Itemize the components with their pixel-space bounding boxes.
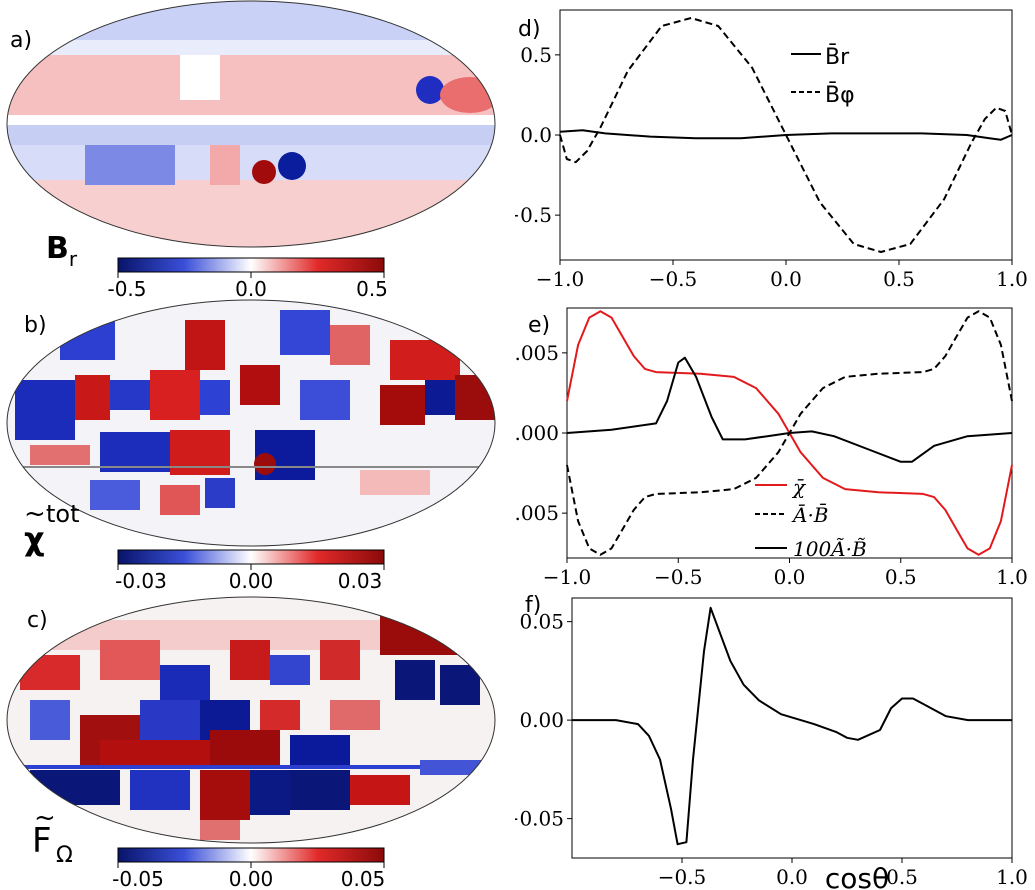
legend-e-chi-label: χ̄ xyxy=(791,475,807,499)
map-c-field xyxy=(7,597,495,843)
colorbar-a xyxy=(117,257,385,273)
x-tick-label: −0.5 xyxy=(649,267,698,291)
colorbar-b xyxy=(117,549,385,565)
x-tick-label: −0.5 xyxy=(654,565,703,589)
panel-label-d: d) xyxy=(518,17,541,42)
x-tick-label: 0.5 xyxy=(883,267,915,291)
panel-label-a: a) xyxy=(10,28,32,53)
x-tick-label: 1.0 xyxy=(996,565,1028,589)
y-tick-label: −0.05 xyxy=(515,807,564,831)
colorbar-c-tick: -0.05 xyxy=(112,867,164,890)
svg-text:χ: χ xyxy=(24,520,45,558)
map-a-variable-name: Br xyxy=(46,231,78,271)
plot-e-x-axis: −1.0 −0.5 0.0 0.5 1.0 xyxy=(543,558,1028,589)
svg-text:tot: tot xyxy=(46,500,80,528)
plot-f-x-axis: −0.5 0.0 0.5 1.0 xyxy=(658,858,1028,889)
svg-text:Ω: Ω xyxy=(56,843,73,868)
colorbar-c-ticks: -0.05 0.00 0.05 xyxy=(112,862,385,890)
tilde-mark: ~ xyxy=(24,499,46,529)
legend-d-br-label: B̄r xyxy=(825,44,850,70)
map-c-variable-name: ~ F Ω xyxy=(32,803,73,868)
y-tick-label: −0.005 xyxy=(515,501,559,525)
y-tick-label: 0.5 xyxy=(520,43,552,67)
plot-d-series xyxy=(559,17,1013,253)
plot-f-frame xyxy=(571,597,1013,859)
y-tick-label: 0.05 xyxy=(519,610,564,634)
x-tick-label: 0.0 xyxy=(774,565,806,589)
x-tick-label: 1.0 xyxy=(996,267,1028,291)
y-tick-label: 0.00 xyxy=(519,708,564,732)
map-b-field xyxy=(7,300,495,546)
colorbar-a-tick: 0.0 xyxy=(235,277,267,301)
map-a: a) Br -0.5 0.0 0.5 xyxy=(6,0,496,301)
x-tick-label: 1.0 xyxy=(996,865,1028,889)
plot-e: e) 0.005 0.000 −0.005 −1.0 −0.5 0.0 0.5 1.0 χ̄… xyxy=(515,307,1028,589)
colorbar-c-tick: 0.00 xyxy=(229,867,274,890)
colorbar-a-tick: -0.5 xyxy=(107,277,146,301)
plot-d: d) −0.5 0.0 0.5 −1.0 −0.5 0.0 0.5 1.0 B̄r B̄φ xyxy=(515,9,1028,291)
x-tick-label: 0.5 xyxy=(886,865,918,889)
x-tick-label: −1.0 xyxy=(543,565,592,589)
plot-d-y-axis: −0.5 0.0 0.5 xyxy=(515,43,560,227)
y-tick-label: 0.000 xyxy=(515,421,559,445)
y-tick-label: −0.5 xyxy=(515,203,552,227)
series-line-e-2 xyxy=(566,356,1013,463)
panel-label-e: e) xyxy=(528,313,550,338)
x-tick-label: −0.5 xyxy=(658,865,707,889)
plot-f-series xyxy=(572,606,1012,846)
plot-e-legend: χ̄ Ā·B̄ 100Ã·B̃ xyxy=(755,475,867,561)
svg-text:F: F xyxy=(32,821,52,861)
colorbar-b-tick: 0.00 xyxy=(229,569,274,593)
plot-d-legend: B̄r B̄φ xyxy=(791,44,855,108)
x-tick-label: 0.5 xyxy=(885,565,917,589)
map-panels: a) Br -0.5 0.0 0.5 xyxy=(6,0,496,890)
y-tick-label: 0.005 xyxy=(515,341,559,365)
plot-f-y-axis: 0.05 0.00 −0.05 xyxy=(515,610,572,831)
map-a-field xyxy=(7,1,495,247)
panel-label-b: b) xyxy=(24,313,47,338)
colorbar-b-tick: 0.03 xyxy=(338,569,383,593)
map-c: c) ~ F Ω -0.05 0.00 0.05 xyxy=(6,596,496,890)
legend-e-100ab-label: 100Ã·B̃ xyxy=(793,537,867,561)
panel-label-c: c) xyxy=(27,608,48,633)
x-tick-label: −1.0 xyxy=(536,267,585,291)
series-line-f-0 xyxy=(572,606,1012,846)
plot-d-x-axis: −1.0 −0.5 0.0 0.5 1.0 xyxy=(536,260,1028,291)
series-line-d-0 xyxy=(559,129,1013,141)
colorbar-b-tick: -0.03 xyxy=(115,569,167,593)
plot-f-x-axis-label: cosθ xyxy=(825,862,889,890)
legend-d-bphi-label: B̄φ xyxy=(825,82,855,108)
colorbar-a-ticks: -0.5 0.0 0.5 xyxy=(107,272,388,301)
colorbar-c-tick: 0.05 xyxy=(341,867,386,890)
map-b: b) ~ χ tot -0.03 0.00 0.03 xyxy=(6,299,496,593)
x-tick-label: 0.0 xyxy=(776,865,808,889)
series-line-d-1 xyxy=(559,17,1013,253)
y-tick-label: 0.0 xyxy=(520,123,552,147)
colorbar-c xyxy=(117,847,385,863)
tilde-mark: ~ xyxy=(34,803,56,833)
colorbar-b-ticks: -0.03 0.00 0.03 xyxy=(115,564,385,593)
map-b-variable-name: ~ χ tot xyxy=(24,499,80,558)
plot-e-series xyxy=(566,310,1013,556)
plot-e-y-axis: 0.005 0.000 −0.005 xyxy=(515,341,567,525)
plot-f: f) 0.05 0.00 −0.05 −0.5 0.0 0.5 1.0 cosθ xyxy=(515,593,1028,890)
colorbar-a-tick: 0.5 xyxy=(356,277,388,301)
panel-label-f: f) xyxy=(525,593,541,618)
line-plot-panels: d) −0.50.00.5 −1.0−0.50.00.51.0 B̄r B̄φ … xyxy=(515,9,1028,890)
legend-e-ab-label: Ā·B̄ xyxy=(791,502,829,527)
x-tick-label: 0.0 xyxy=(770,267,802,291)
